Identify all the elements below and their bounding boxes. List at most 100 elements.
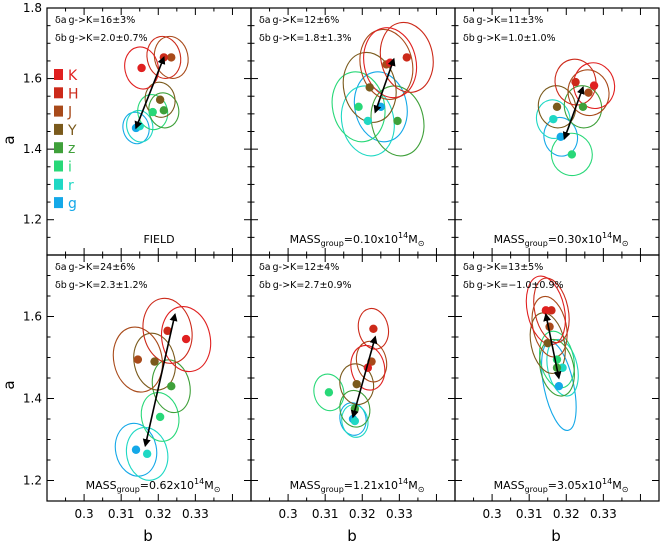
- legend-swatch-z: [54, 142, 63, 154]
- data-point-Y: [352, 379, 361, 389]
- y-tick-label: 1.4: [23, 392, 42, 406]
- data-point-g: [131, 445, 141, 454]
- data-point-z: [159, 106, 169, 115]
- x-tick-label: 0.32: [553, 507, 580, 521]
- data-point-z: [393, 116, 402, 126]
- data-point-i: [567, 150, 577, 159]
- delta-b-annotation: δb g->K=2.3±1.2%: [55, 280, 148, 291]
- data-point-g: [554, 382, 564, 391]
- data-point-Y: [155, 95, 165, 104]
- legend-swatch-i: [54, 160, 63, 172]
- error-ellipse-r: [340, 85, 395, 157]
- delta-b-annotation: δb g->K=1.0±1.0%: [463, 33, 556, 44]
- x-tick-label: 0.3: [279, 507, 298, 521]
- panel-MASS_1.21: [313, 307, 390, 438]
- delta-b-annotation: δb g->K=1.8±1.3%: [259, 33, 352, 44]
- data-point-K: [589, 81, 599, 90]
- x-tick-label: 0.31: [312, 507, 339, 521]
- error-ellipse-K: [363, 27, 418, 99]
- legend-swatch-g: [54, 197, 63, 209]
- panel-mass-label: MASSgroup=0.30x1014M⊙: [494, 231, 629, 248]
- data-point-H: [402, 53, 411, 62]
- y-axis-label-top: a: [0, 135, 18, 144]
- legend-label-i: i: [68, 160, 72, 176]
- panel-mass-label: MASSgroup=1.21x1014M⊙: [290, 477, 425, 494]
- error-ellipse-H: [357, 307, 390, 350]
- data-point-r: [363, 116, 373, 126]
- y-tick-label: 1.8: [23, 1, 42, 15]
- data-point-g: [556, 132, 565, 141]
- panel-frame: [250, 7, 456, 256]
- data-point-Y: [150, 357, 159, 366]
- panel-field-label: FIELD: [143, 233, 174, 246]
- legend-swatch-r: [54, 178, 63, 190]
- data-point-r: [549, 114, 558, 124]
- legend-swatch-H: [54, 87, 63, 99]
- y-tick-label: 1.4: [23, 142, 42, 156]
- delta-a-annotation: δa g->K=12±6%: [259, 15, 339, 26]
- data-point-Y: [552, 102, 562, 112]
- y-tick-label: 1.6: [23, 310, 42, 324]
- legend-label-Y: Y: [67, 123, 77, 139]
- gradient-arrow: [562, 85, 585, 140]
- ticks-MASS_3.05: 0.3 0.31 0.32 0.33: [455, 254, 660, 521]
- delta-a-annotation: δa g->K=16±3%: [55, 15, 135, 26]
- legend-label-g: g: [68, 196, 77, 212]
- gradient-arrow: [134, 56, 166, 130]
- x-axis-label-2: b: [347, 527, 357, 545]
- y-tick-label: 1.2: [23, 474, 42, 488]
- panel-frame: [454, 7, 660, 256]
- panel-mass-label: MASSgroup=3.05x1014M⊙: [494, 477, 629, 494]
- x-tick-label: 0.32: [349, 507, 376, 521]
- delta-a-annotation: δa g->K=13±5%: [463, 262, 543, 273]
- panel-FIELD: [122, 35, 189, 145]
- data-point-r: [350, 416, 360, 426]
- gradient-arrow: [543, 312, 562, 380]
- gradient-arrow: [142, 312, 178, 448]
- ticks-MASS_0.10: [251, 7, 456, 256]
- x-tick-label: 0.31: [108, 507, 135, 521]
- data-point-i: [148, 107, 157, 117]
- ticks-MASS_1.21: 0.3 0.31 0.32 0.33: [251, 254, 456, 521]
- delta-a-annotation: δa g->K=11±3%: [463, 15, 543, 26]
- data-point-J: [584, 88, 593, 97]
- x-axis-label-3: b: [551, 527, 561, 545]
- x-tick-label: 0.33: [182, 507, 209, 521]
- ticks-MASS_0.30: [455, 7, 660, 256]
- data-point-K: [541, 306, 551, 315]
- y-tick-label: 1.2: [23, 213, 42, 227]
- legend-label-J: J: [67, 105, 72, 121]
- delta-b-annotation: δb g->K=2.7±0.9%: [259, 280, 352, 291]
- x-tick-label: 0.3: [483, 507, 502, 521]
- panel-frame: [46, 254, 252, 502]
- legend-swatch-K: [54, 69, 63, 80]
- legend-swatch-Y: [54, 123, 63, 135]
- y-axis-label-bottom: a: [0, 380, 18, 389]
- data-point-K: [137, 63, 146, 73]
- data-point-z: [167, 382, 176, 391]
- delta-a-annotation: δa g->K=24±6%: [55, 262, 135, 273]
- ticks-MASS_0.62: 1.2 1.4 1.6 0.3 0.31 0.32 0.33: [23, 254, 252, 521]
- data-point-z: [578, 102, 588, 112]
- x-axis-label-1: b: [143, 527, 153, 545]
- x-tick-label: 0.3: [75, 507, 94, 521]
- legend-label-K: K: [68, 68, 78, 84]
- data-point-K: [181, 334, 191, 344]
- gradient-arrow: [373, 57, 396, 114]
- data-point-i: [324, 388, 334, 397]
- data-point-i: [155, 412, 165, 422]
- delta-b-annotation: δb g->K=2.0±0.7%: [55, 33, 148, 44]
- panel-MASS_0.10: [331, 21, 434, 157]
- delta-a-annotation: δa g->K=12±4%: [259, 262, 339, 273]
- x-tick-label: 0.32: [145, 507, 172, 521]
- data-point-H: [571, 77, 580, 87]
- gradient-arrow: [350, 335, 378, 419]
- panels-layer: 1.2 1.4 1.6 1.8 δa g->K=16±3% δb g->K=2.0±0.7…: [23, 1, 660, 521]
- panel-frame: [250, 254, 456, 502]
- data-point-H: [369, 324, 378, 333]
- x-tick-label: 0.33: [386, 507, 413, 521]
- data-point-J: [133, 355, 143, 364]
- x-tick-label: 0.31: [516, 507, 543, 521]
